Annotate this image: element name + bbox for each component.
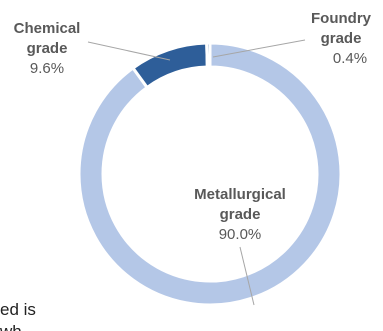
leader-line-foundry-grade: [212, 39, 306, 58]
value-label-metallurgical-grade: 90.0%: [219, 226, 262, 243]
slice-metallurgical-grade: [77, 41, 343, 307]
slice-foundry-grade: [205, 41, 212, 69]
category-label-chemical-grade-line-1: Chemical: [14, 20, 81, 37]
category-label-foundry-grade-line-2: grade: [321, 30, 362, 47]
category-label-metallurgical-grade-line-2: grade: [220, 206, 261, 223]
slice-chemical-grade: [130, 41, 209, 90]
leader-line-metallurgical-grade: [239, 246, 255, 306]
value-label-foundry-grade: 0.4%: [333, 50, 367, 67]
category-label-foundry-grade-line-1: Foundry: [311, 10, 372, 27]
category-label-metallurgical-grade-line-1: Metallurgical: [194, 186, 286, 203]
category-label-chemical-grade-line-2: grade: [27, 40, 68, 57]
body-text-fragment-1: ed is: [0, 300, 36, 319]
leader-line-chemical-grade: [87, 41, 171, 61]
value-label-chemical-grade: 9.6%: [30, 60, 64, 77]
body-text-fragment-2: wh: [0, 322, 22, 331]
leader-lines: [87, 39, 306, 306]
donut-slices: [77, 41, 343, 307]
data-labels: Metallurgical grade 90.0% Chemical grade 9.6%…: [14, 10, 372, 243]
